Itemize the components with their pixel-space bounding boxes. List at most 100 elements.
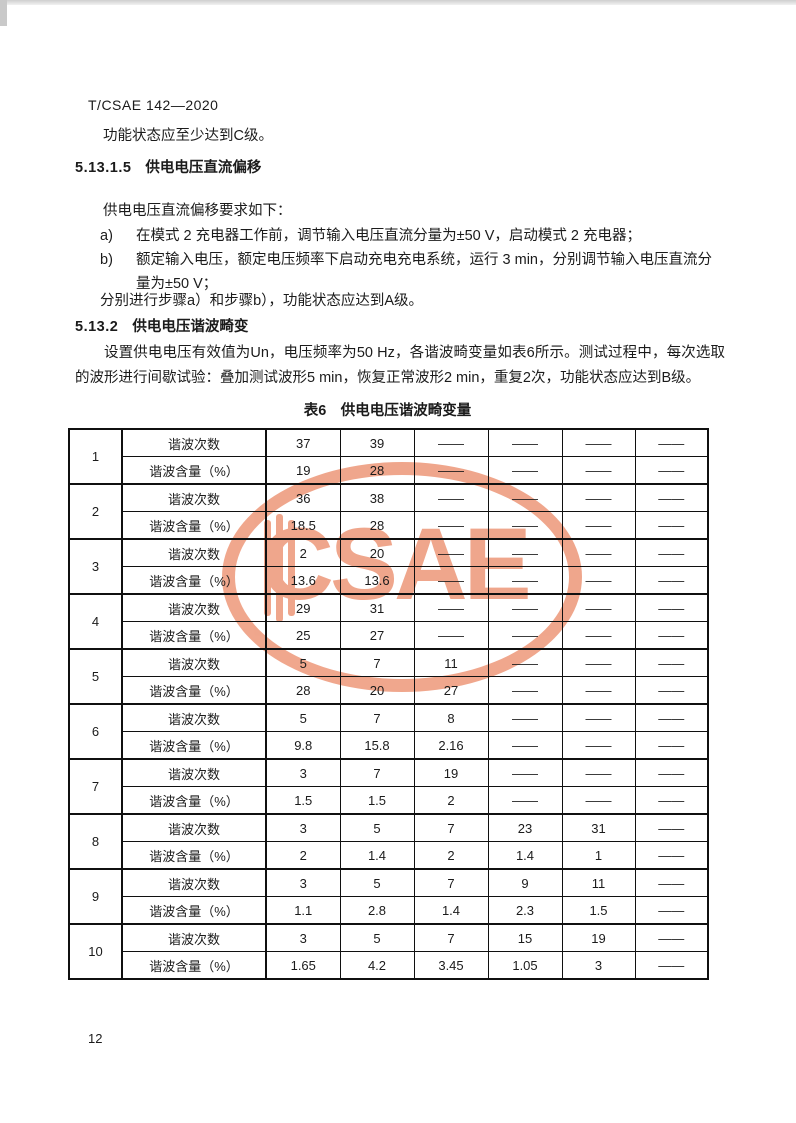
table-cell: 27 [413,676,489,705]
table-row-content: 谐波含量（%） 18.5 28 —— —— —— —— [69,511,709,540]
table-row-content: 谐波含量（%） 28 20 27 —— —— —— [69,676,709,705]
table-cell: 5 [265,703,341,732]
table-row-order: 5 谐波次数 5 7 11 —— —— —— [68,648,709,705]
table-row-content: 谐波含量（%） 1.1 2.8 1.4 2.3 1.5 —— [69,896,709,925]
section-title: 供电电压谐波畸变 [132,319,249,335]
table-cell: 28 [339,456,415,485]
row-label-cell: 谐波次数 [121,428,267,457]
table-cell: —— [561,786,636,815]
table-caption: 表6 供电电压谐波畸变量 [303,403,472,419]
table-cell: —— [487,731,563,760]
table-cell: —— [413,456,489,485]
table-cell: —— [487,456,563,485]
table-cell: —— [634,621,709,650]
table-cell: 19 [413,758,489,787]
paragraph-intro: 功能状态应至少达到C级。 [103,128,273,144]
table-cell: 25 [265,621,341,650]
table-cell: 13.6 [339,566,415,595]
table-cell: 11 [561,868,636,897]
table-cell: 2 [413,786,489,815]
table-cell: —— [561,703,636,732]
table-cell: 11 [413,648,489,677]
table-cell: 39 [339,428,415,457]
table-cell: 7 [413,923,489,952]
table-cell: 2.16 [413,731,489,760]
table-cell: —— [634,511,709,540]
list-item-text: 额定输入电压，额定电压频率下启动充电充电系统，运行 3 min，分别调节输入电压… [136,252,712,292]
table-cell: 28 [339,511,415,540]
table-cell: 1 [561,841,636,870]
row-label-cell: 谐波含量（%） [121,566,267,595]
page-number: 12 [88,1031,103,1046]
table-cell: 20 [339,676,415,705]
table-cell: 13.6 [265,566,341,595]
table-row-order: 2 谐波次数 36 38 —— —— —— —— [68,483,709,540]
table-cell: —— [413,538,489,567]
row-label-cell: 谐波次数 [121,813,267,842]
table-row-order: 9 谐波次数 3 5 7 9 11 —— [68,868,709,925]
list-item-label: a) [100,228,113,244]
table-row-content: 谐波含量（%） 19 28 —— —— —— —— [69,456,709,485]
table-cell: 1.5 [339,786,415,815]
table-row-order: 4 谐波次数 29 31 —— —— —— —— [68,593,709,650]
table-row-order: 10 谐波次数 3 5 7 15 19 —— [68,923,709,980]
table-cell: —— [634,428,709,457]
table-cell: —— [634,786,709,815]
table-cell: —— [413,483,489,512]
table-cell: 7 [413,813,489,842]
group-number-cell: 2 [68,483,123,540]
table-cell: 38 [339,483,415,512]
table-cell: 15 [487,923,563,952]
group-number-cell: 3 [68,538,123,595]
table-cell: 36 [265,483,341,512]
row-label-cell: 谐波含量（%） [121,676,267,705]
group-number-cell: 9 [68,868,123,925]
table-cell: —— [634,868,709,897]
table-cell: 19 [561,923,636,952]
table-cell: 1.05 [487,951,563,980]
table-cell: 19 [265,456,341,485]
row-label-cell: 谐波含量（%） [121,896,267,925]
table-row-content: 谐波含量（%） 13.6 13.6 —— —— —— —— [69,566,709,595]
table-cell: —— [413,621,489,650]
section-title: 供电电压直流偏移 [145,160,262,176]
table-cell: —— [634,731,709,760]
table-cell: —— [561,538,636,567]
row-label-cell: 谐波次数 [121,483,267,512]
table-cell: 2.8 [339,896,415,925]
table-cell: 1.4 [339,841,415,870]
row-label-cell: 谐波含量（%） [121,731,267,760]
table-row-order: 3 谐波次数 2 20 —— —— —— —— [68,538,709,595]
table-cell: 1.5 [265,786,341,815]
table-cell: —— [487,703,563,732]
table-cell: —— [561,428,636,457]
table-cell: 5 [265,648,341,677]
table-cell: —— [561,511,636,540]
table-cell: 8 [413,703,489,732]
table-row-content: 谐波含量（%） 1.65 4.2 3.45 1.05 3 —— [69,951,709,980]
row-label-cell: 谐波次数 [121,758,267,787]
table-cell: —— [487,566,563,595]
table-row-content: 谐波含量（%） 25 27 —— —— —— —— [69,621,709,650]
table-cell: —— [487,483,563,512]
table-cell: 7 [413,868,489,897]
section-number: 5.13.2 [75,319,119,335]
table-cell: 31 [561,813,636,842]
table-row-order: 6 谐波次数 5 7 8 —— —— —— [68,703,709,760]
list-item-label: b) [100,252,113,268]
table-cell: 15.8 [339,731,415,760]
table-cell: —— [561,621,636,650]
table-cell: —— [561,676,636,705]
table-cell: —— [634,483,709,512]
row-label-cell: 谐波次数 [121,648,267,677]
table-cell: —— [561,566,636,595]
table-cell: —— [487,428,563,457]
table-cell: —— [634,456,709,485]
table-cell: —— [413,566,489,595]
table-cell: —— [561,593,636,622]
row-label-cell: 谐波含量（%） [121,621,267,650]
table-cell: —— [561,456,636,485]
row-label-cell: 谐波次数 [121,593,267,622]
table-cell: —— [487,593,563,622]
